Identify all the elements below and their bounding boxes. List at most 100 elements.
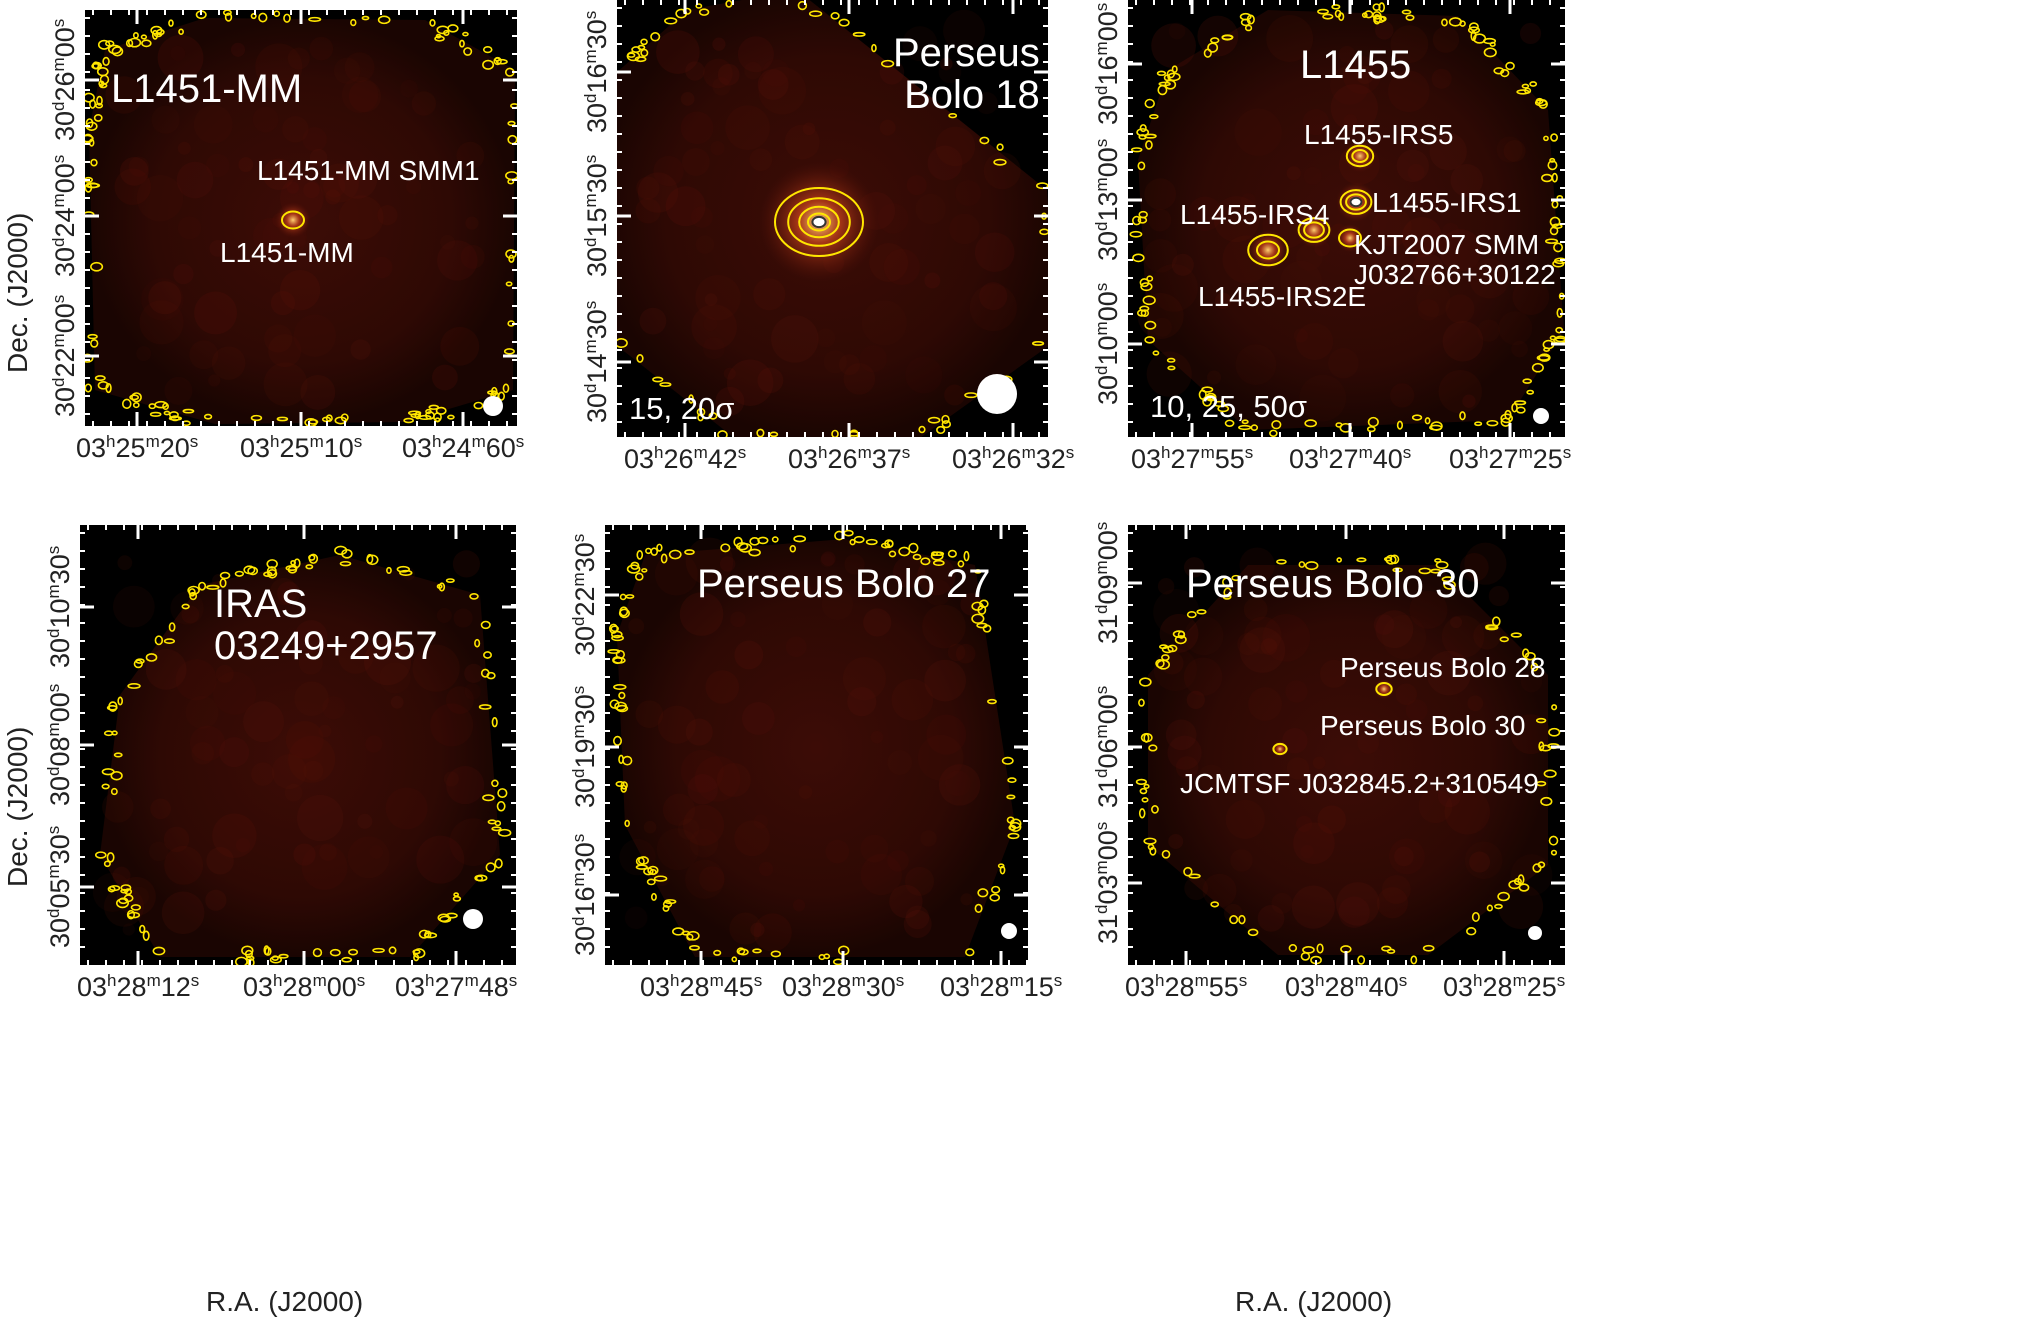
noise-blob bbox=[230, 42, 246, 57]
noise-contour bbox=[1139, 124, 1147, 133]
noise-contour bbox=[717, 430, 728, 437]
noise-contour bbox=[769, 431, 779, 437]
noise-blob bbox=[1441, 615, 1485, 658]
noise-contour bbox=[1505, 61, 1515, 71]
noise-contour bbox=[640, 38, 648, 46]
noise-blob bbox=[251, 762, 275, 786]
noise-contour bbox=[1009, 818, 1022, 829]
noise-blob bbox=[691, 304, 737, 350]
noise-blob bbox=[322, 696, 346, 720]
dec-tick-label: 30d24m00s bbox=[49, 154, 80, 277]
noise-blob bbox=[1291, 885, 1335, 929]
noise-blob bbox=[1395, 683, 1418, 706]
noise-blob bbox=[758, 66, 807, 115]
noise-blob bbox=[293, 843, 316, 866]
panel-iras-03249: IRAS 03249+2957 bbox=[80, 525, 516, 965]
noise-blob bbox=[938, 764, 981, 806]
noise-contour bbox=[688, 394, 694, 404]
noise-contour bbox=[1238, 914, 1246, 925]
noise-blob bbox=[1146, 351, 1192, 397]
noise-blob bbox=[191, 741, 215, 765]
emission-region bbox=[617, 539, 1015, 957]
noise-blob bbox=[1381, 875, 1411, 904]
noise-contour bbox=[474, 638, 481, 648]
noise-blob bbox=[173, 263, 194, 285]
noise-blob bbox=[189, 340, 219, 370]
noise-contour bbox=[480, 668, 490, 678]
noise-blob bbox=[344, 52, 375, 83]
noise-blob bbox=[883, 248, 920, 286]
source-contour bbox=[1338, 228, 1362, 248]
noise-blob bbox=[164, 376, 193, 405]
noise-blob bbox=[877, 203, 909, 234]
dec-tick-label: 30d19m30s bbox=[569, 685, 600, 808]
noise-blob bbox=[243, 701, 285, 743]
noise-contour bbox=[1373, 14, 1381, 25]
noise-contour bbox=[118, 897, 129, 905]
noise-contour bbox=[110, 770, 123, 781]
source-contour bbox=[1345, 144, 1375, 168]
noise-contour bbox=[188, 588, 196, 597]
noise-contour bbox=[113, 752, 123, 758]
noise-contour bbox=[1531, 362, 1544, 373]
noise-contour bbox=[1441, 18, 1448, 27]
noise-blob bbox=[1151, 23, 1196, 69]
ra-tick-label: 03h27m25s bbox=[1449, 443, 1572, 474]
noise-contour bbox=[617, 338, 628, 349]
noise-blob bbox=[1444, 788, 1491, 835]
noise-contour bbox=[445, 912, 458, 919]
noise-blob bbox=[255, 43, 303, 91]
noise-blob bbox=[771, 315, 819, 363]
noise-contour bbox=[96, 67, 109, 77]
noise-blob bbox=[122, 923, 135, 936]
noise-contour bbox=[443, 29, 450, 36]
noise-blob bbox=[1338, 45, 1356, 63]
noise-blob bbox=[960, 893, 973, 906]
source-contour bbox=[1349, 196, 1363, 208]
noise-blob bbox=[112, 585, 155, 628]
noise-contour bbox=[1238, 424, 1252, 431]
noise-contour bbox=[646, 878, 656, 886]
noise-blob bbox=[712, 77, 731, 96]
noise-blob bbox=[287, 47, 310, 70]
noise-blob bbox=[1445, 294, 1475, 324]
noise-blob bbox=[212, 671, 257, 715]
dec-tick-label: 30d10m30s bbox=[44, 545, 75, 668]
noise-blob bbox=[148, 281, 182, 315]
noise-blob bbox=[924, 659, 967, 702]
noise-contour bbox=[168, 411, 179, 419]
noise-blob bbox=[1462, 394, 1476, 408]
panel-title: Perseus Bolo 18 bbox=[893, 31, 1040, 117]
noise-blob bbox=[1293, 328, 1308, 343]
noise-blob bbox=[1150, 263, 1198, 312]
noise-blob bbox=[1153, 589, 1200, 636]
noise-blob bbox=[446, 766, 485, 805]
noise-blob bbox=[798, 785, 813, 799]
noise-contour bbox=[1222, 577, 1232, 587]
noise-blob bbox=[761, 59, 790, 88]
noise-blob bbox=[821, 588, 854, 620]
noise-contour bbox=[1229, 915, 1239, 925]
noise-contour bbox=[1196, 609, 1207, 615]
noise-blob bbox=[1426, 650, 1472, 696]
noise-blob bbox=[150, 798, 171, 820]
noise-contour bbox=[1304, 561, 1319, 571]
noise-blob bbox=[1376, 887, 1409, 919]
noise-blob bbox=[939, 57, 953, 71]
noise-blob bbox=[297, 794, 344, 842]
noise-contour bbox=[941, 420, 952, 429]
noise-blob bbox=[460, 244, 485, 269]
emission-region bbox=[100, 555, 500, 957]
noise-blob bbox=[687, 774, 718, 805]
noise-blob bbox=[1418, 789, 1453, 824]
noise-contour bbox=[1167, 72, 1181, 82]
noise-blob bbox=[385, 787, 428, 830]
noise-blob bbox=[863, 608, 892, 637]
noise-contour bbox=[1174, 635, 1187, 645]
emission-map bbox=[1128, 0, 1565, 437]
noise-blob bbox=[208, 374, 221, 387]
noise-contour bbox=[830, 12, 840, 20]
noise-contour bbox=[609, 699, 620, 709]
panel-title: L1455 bbox=[1300, 43, 1412, 87]
noise-contour bbox=[1145, 140, 1153, 150]
